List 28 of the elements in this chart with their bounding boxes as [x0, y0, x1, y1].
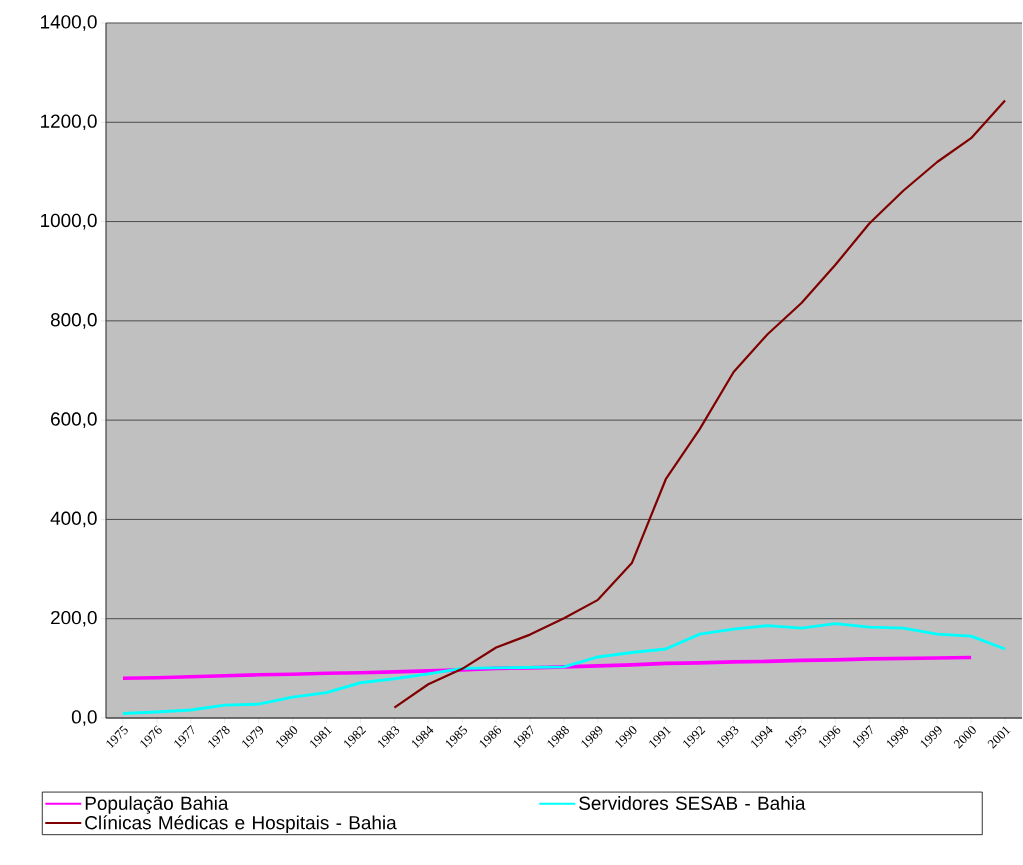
y-tick-label: 1400,0: [41, 15, 97, 31]
x-tick-label: 1979: [242, 726, 264, 749]
x-tick-label: 1993: [717, 726, 739, 749]
legend-label: Clínicas Médicas e Hospitais - Bahia: [85, 815, 397, 834]
legend-label: Servidores SESAB - Bahia: [579, 796, 806, 810]
y-tick-label: 1200,0: [41, 114, 97, 131]
x-tick-label: 1980: [276, 726, 298, 749]
line-series: [393, 99, 1007, 709]
x-tick-label: 1984: [411, 725, 434, 749]
y-tick-label: 200,0: [51, 610, 97, 627]
x-tick-label: 1991: [649, 726, 672, 749]
x-tick-label: 1988: [547, 726, 569, 749]
x-tick-label: 1981: [310, 726, 333, 749]
y-tick-label: 800,0: [50, 313, 97, 329]
x-tick-label: 1990: [615, 726, 637, 749]
x-tick-label: 1978: [208, 726, 230, 749]
y-tick-label: 0,0: [71, 710, 97, 726]
y-tick-label: 400,0: [50, 511, 97, 528]
x-tick-label: 1992: [683, 726, 706, 749]
x-tick-label: 1982: [343, 726, 367, 749]
x-tick-label: 1998: [886, 726, 909, 749]
y-tick-label: 600,0: [51, 412, 97, 428]
legend-label: População Bahia: [85, 796, 229, 814]
x-tick-label: 1994: [751, 725, 773, 749]
x-tick-label: 1999: [920, 726, 942, 749]
y-tick-label: 1000,0: [41, 213, 97, 230]
x-tick-label: 1983: [377, 726, 400, 749]
x-tick-label: 1989: [581, 726, 603, 749]
